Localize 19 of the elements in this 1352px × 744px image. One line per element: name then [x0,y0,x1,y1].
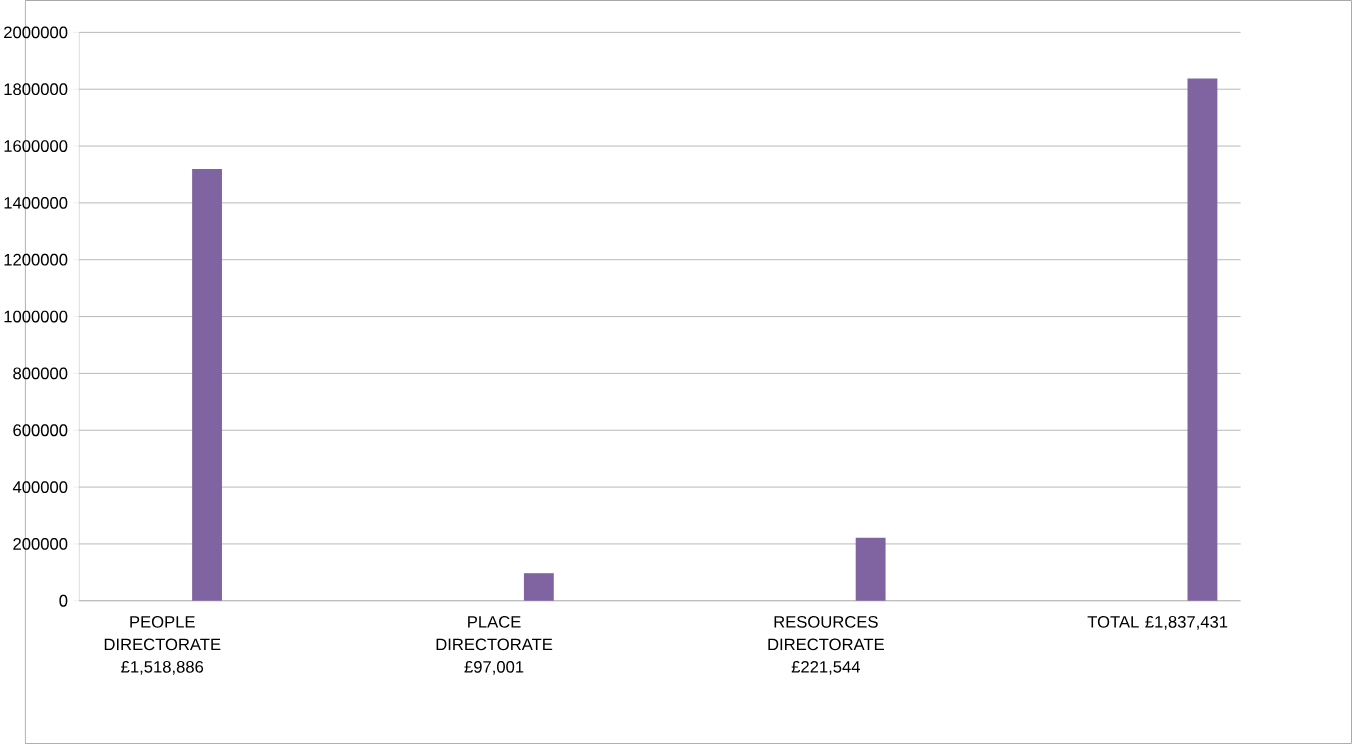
x-tick-label: PLACE DIRECTORATE £97,001 [436,615,553,675]
bar [192,169,222,601]
x-tick-label: TOTAL £1,837,431 [1087,615,1228,630]
bar [855,537,886,601]
x-tick-label: RESOURCES DIRECTORATE £221,544 [768,615,884,675]
y-tick-label: 200000 [13,538,68,550]
y-tick-label: 1200000 [4,253,68,266]
bar [523,573,554,601]
x-tick-label: PEOPLE DIRECTORATE £1,518,886 [104,615,221,675]
bar [1187,78,1218,601]
y-tick-label: 1000000 [4,310,68,323]
y-tick-label: 2000000 [4,26,68,39]
y-tick-label: 1800000 [4,83,68,96]
y-tick-label: 800000 [13,367,68,380]
y-tick-label: 1600000 [4,140,68,152]
y-tick-label: 400000 [12,481,68,493]
y-tick-label: 0 [59,594,68,607]
y-tick-label: 1400000 [4,196,68,209]
y-tick-label: 600000 [13,424,68,437]
